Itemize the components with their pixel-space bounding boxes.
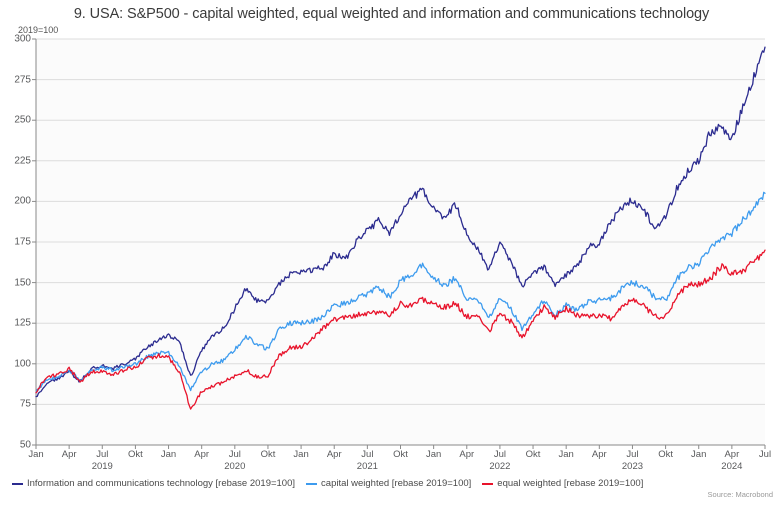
y-axis-tick-label: 250 (14, 114, 31, 126)
x-axis-year-label: 2019 (91, 461, 113, 472)
legend-label: capital weighted [rebase 2019=100] (321, 478, 472, 489)
x-axis-year-label: 2023 (621, 461, 644, 472)
series-line (35, 191, 766, 394)
chart-legend: Information and communications technolog… (12, 478, 654, 489)
legend-color-swatch (12, 482, 23, 485)
legend-color-swatch (482, 482, 494, 485)
y-axis-tick-label: 300 (14, 33, 31, 45)
x-axis-tick-label: Apr (459, 449, 475, 460)
y-axis-tick-label: 175 (14, 236, 31, 248)
source-label: Source: Macrobond (707, 490, 773, 499)
chart-canvas (32, 38, 766, 449)
series-line (35, 249, 766, 410)
legend-label: equal weighted [rebase 2019=100] (497, 478, 644, 489)
x-axis-tick-label: Okt (128, 449, 143, 460)
y-axis-tick-label: 125 (14, 317, 31, 329)
x-axis-year-label: 2021 (356, 461, 378, 472)
x-axis-tick-label: Jul (361, 449, 374, 460)
y-axis-tick-label: 275 (14, 74, 31, 86)
x-axis-year-label: 2024 (721, 461, 743, 472)
x-axis-tick-label: Jul (96, 449, 109, 460)
plot-area (32, 38, 766, 449)
y-axis-unit-label: 2019=100 (18, 25, 59, 35)
x-axis-tick-label: Jan (691, 449, 707, 460)
y-axis-tick-label: 225 (14, 155, 31, 167)
legend-item[interactable]: Information and communications technolog… (12, 478, 295, 489)
x-axis-tick-label: Jul (493, 449, 506, 460)
x-axis-tick-label: Jan (160, 449, 177, 460)
x-axis-year-label: 2022 (489, 461, 511, 472)
x-axis-tick-label: Apr (61, 449, 77, 460)
legend-item[interactable]: equal weighted [rebase 2019=100] (482, 478, 643, 489)
y-axis-tick-label: 75 (19, 398, 31, 410)
chart-title: 9. USA: S&P500 - capital weighted, equal… (73, 6, 710, 22)
y-axis-tick-label: 50 (19, 439, 31, 451)
series-line (35, 46, 766, 398)
x-axis-tick-label: Jan (28, 449, 44, 460)
x-axis-year-label: 2020 (224, 461, 246, 472)
legend-label: Information and communications technolog… (27, 478, 296, 489)
legend-item[interactable]: capital weighted [rebase 2019=100] (306, 478, 471, 489)
x-axis-tick-label: Apr (326, 449, 342, 460)
x-axis-tick-label: Jan (558, 449, 574, 460)
x-axis-tick-label: Okt (393, 449, 408, 460)
x-axis-tick-label: Jul (228, 449, 241, 460)
x-axis-tick-label: Jul (626, 449, 639, 460)
x-axis-tick-label: Okt (525, 449, 541, 460)
x-axis-tick-label: Jan (425, 449, 442, 460)
x-axis-tick-label: Apr (724, 449, 740, 460)
y-axis-tick-label: 150 (14, 277, 31, 289)
x-axis-tick-label: Jan (293, 449, 309, 460)
y-axis-tick-label: 100 (14, 358, 31, 370)
legend-color-swatch (306, 482, 318, 485)
x-axis-tick-label: Apr (194, 449, 210, 460)
x-axis-tick-label: Apr (591, 449, 607, 460)
y-axis-tick-label: 200 (14, 195, 31, 207)
x-axis-tick-label: Okt (658, 449, 673, 460)
x-axis-tick-label: Okt (260, 449, 276, 460)
x-axis-tick-label: Jul (758, 449, 772, 460)
y-axis-tick-labels: 50 75 100 125 150 175 200 225 250 275 300 (0, 0, 31, 514)
